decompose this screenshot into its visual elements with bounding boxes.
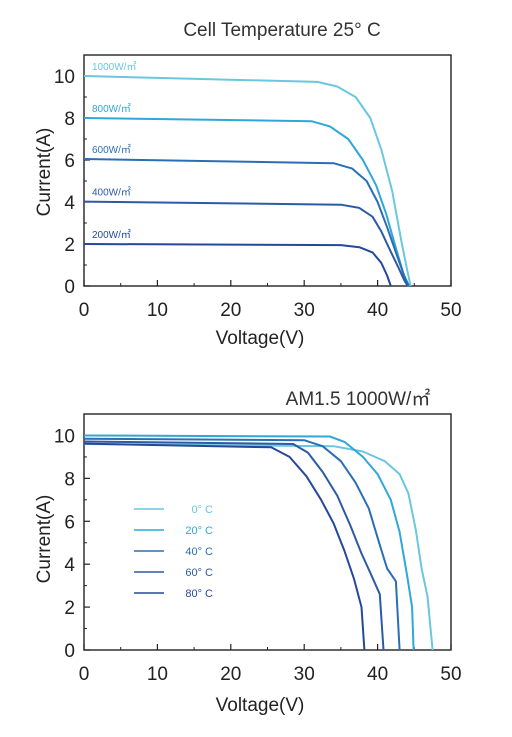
chart-axes <box>83 413 452 651</box>
chart-title: Cell Temperature 25° C <box>183 20 380 41</box>
chart-series <box>83 75 412 287</box>
legend-label-4: 80° C <box>185 588 213 600</box>
x-tick-label: 10 <box>147 664 168 685</box>
x-tick-label: 50 <box>440 300 461 321</box>
x-axis-label: Voltage(V) <box>216 328 305 349</box>
x-axis-label: Voltage(V) <box>216 695 305 716</box>
y-tick-label: 10 <box>54 67 75 88</box>
y-tick-label: 8 <box>64 469 75 490</box>
legend-label-3: 60° C <box>185 567 213 579</box>
x-tick-label: 50 <box>440 664 461 685</box>
series-label-1: 800W/㎡ <box>92 103 131 115</box>
y-tick-label: 8 <box>64 109 75 130</box>
legend-label-0: 0° C <box>191 504 213 516</box>
y-tick-label: 2 <box>64 235 75 256</box>
y-tick-label: 6 <box>64 151 75 172</box>
x-tick-label: 20 <box>220 664 241 685</box>
legend-label-1: 20° C <box>185 525 213 537</box>
x-tick-label: 0 <box>79 300 90 321</box>
y-tick-label: 2 <box>64 598 75 619</box>
series-line-2 <box>83 437 401 651</box>
y-axis-label: Current(A) <box>34 495 55 584</box>
series-line-3 <box>83 440 385 651</box>
series-line-4 <box>83 243 392 287</box>
x-tick-label: 30 <box>294 664 315 685</box>
y-tick-label: 0 <box>64 641 75 662</box>
legend: 0° C 20° C 40° C 60° C 80° C <box>134 504 213 600</box>
chart-title: AM1.5 1000W/㎡ <box>286 387 431 410</box>
series-line-4 <box>83 442 366 651</box>
series-label-0: 1000W/㎡ <box>92 61 136 73</box>
series-line-1 <box>83 434 415 651</box>
legend-label-2: 40° C <box>185 546 213 558</box>
tick-labels: 0 10 20 30 40 50 0 2 4 6 8 10 <box>54 426 462 685</box>
series-line-0 <box>83 443 434 651</box>
x-tick-label: 20 <box>220 300 241 321</box>
x-tick-label: 30 <box>294 300 315 321</box>
series-labels: 1000W/㎡ 800W/㎡ 600W/㎡ 400W/㎡ 200W/㎡ <box>92 61 136 241</box>
chart-series <box>83 434 434 651</box>
series-line-0 <box>83 75 412 287</box>
irradiance-iv-chart: Cell Temperature 25° C 0 10 20 30 40 50024681… <box>34 20 462 349</box>
temperature-iv-chart: AM1.5 1000W/㎡ 0 10 20 30 40 50 0 2 4 6 8 10 0° C 20°… <box>34 387 462 716</box>
y-tick-label: 10 <box>54 426 75 447</box>
series-label-2: 600W/㎡ <box>92 144 131 156</box>
plot-frame <box>83 413 452 651</box>
series-line-3 <box>83 200 409 287</box>
y-tick-label: 6 <box>64 512 75 533</box>
x-tick-label: 40 <box>367 664 388 685</box>
tick-labels: 0 10 20 30 40 50 0 2 4 6 8 10 <box>54 67 462 321</box>
x-tick-label: 10 <box>147 300 168 321</box>
series-label-3: 400W/㎡ <box>92 187 131 199</box>
y-tick-label: 0 <box>64 277 75 298</box>
series-label-4: 200W/㎡ <box>92 229 131 241</box>
series-line-2 <box>83 158 410 287</box>
x-tick-label: 40 <box>367 300 388 321</box>
x-tick-label: 0 <box>79 664 90 685</box>
y-axis-label: Current(A) <box>34 128 55 217</box>
y-tick-label: 4 <box>64 555 75 576</box>
y-tick-label: 4 <box>64 193 75 214</box>
